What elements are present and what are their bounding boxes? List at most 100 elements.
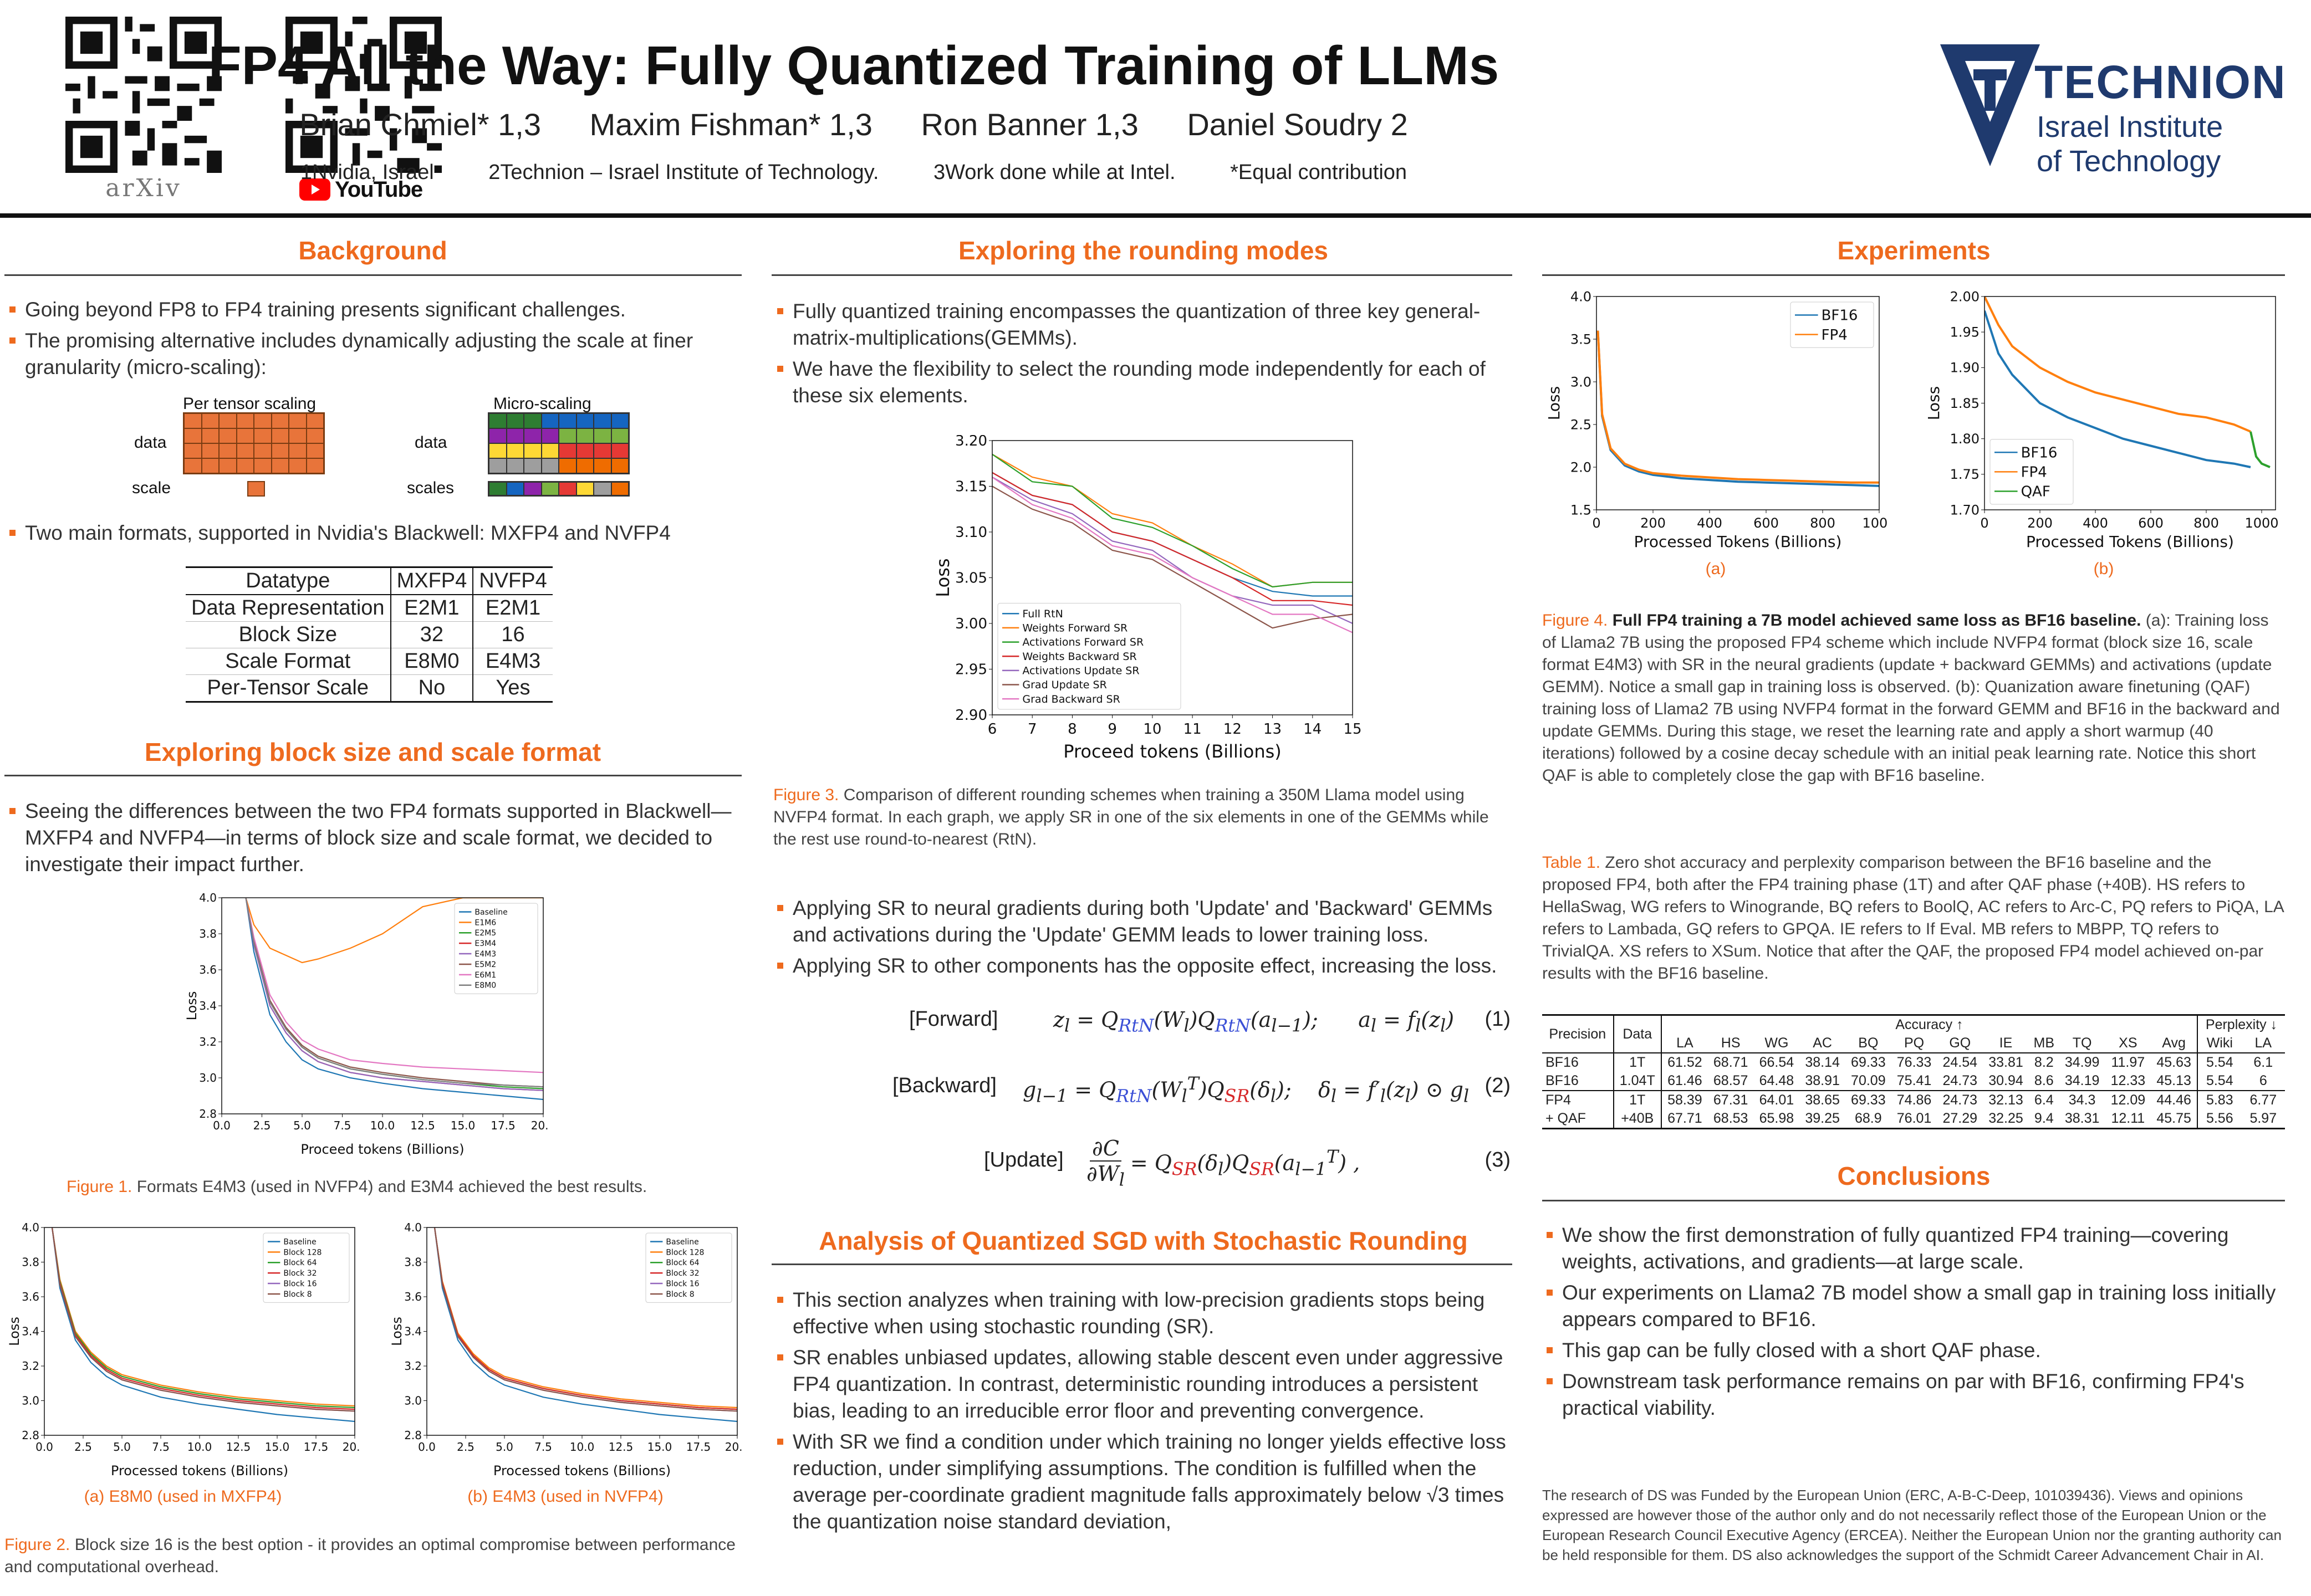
table-cell: 12.33 <box>2110 1073 2146 1088</box>
x-tick-label: 12 <box>1223 721 1242 738</box>
table-row: Block Size 32 16 <box>186 621 553 648</box>
x-tick-label: 5.0 <box>496 1440 513 1454</box>
list-item: With SR we find a condition under which … <box>776 1429 1519 1535</box>
grid-cell <box>236 458 254 473</box>
x-tick-label: 15.0 <box>265 1440 290 1454</box>
series-line <box>1984 310 2251 468</box>
x-tick-label: 200 <box>1640 515 1666 531</box>
list-item: Fully quantized training encompasses the… <box>776 298 1516 351</box>
y-tick-label: 2.00 <box>1950 291 1980 304</box>
table-cell: 45.75 <box>2151 1109 2198 1129</box>
table-cell: 70.09 <box>1851 1073 1886 1088</box>
y-tick-label: 3.0 <box>199 1071 217 1085</box>
y-tick-label: 3.8 <box>22 1256 39 1269</box>
y-tick-label: 1.5 <box>1570 502 1591 518</box>
y-tick-label: 3.4 <box>404 1325 422 1338</box>
figure2a-subcaption: (a) E8M0 (used in MXFP4) <box>84 1487 282 1506</box>
grid-cell <box>184 443 202 458</box>
technion-name: TECHNION <box>2034 56 2287 108</box>
grid-cell <box>306 443 324 458</box>
x-tick-label: 14 <box>1303 721 1322 738</box>
scales-label: scales <box>407 479 455 497</box>
x-tick-label: 1000 <box>1862 515 1887 531</box>
grid-cell <box>541 413 559 428</box>
legend-box <box>263 1232 350 1303</box>
table-cell: 6.1 <box>2253 1055 2273 1070</box>
grid-cell <box>271 413 289 428</box>
table-cell: 5.56 <box>2206 1111 2233 1126</box>
youtube-play-icon <box>299 178 330 201</box>
plot-area <box>992 453 1353 633</box>
technion-logo: TECHNION Israel Institute of Technology <box>1935 39 2289 183</box>
x-tick-label: 200 <box>2027 515 2053 531</box>
legend-label: Block 8 <box>283 1290 312 1299</box>
x-tick-label: 5.0 <box>293 1119 311 1132</box>
scale-cell <box>541 482 559 495</box>
x-tick-label: 6 <box>988 721 997 738</box>
list-item: SR enables unbiased updates, allowing st… <box>776 1344 1519 1424</box>
scale-cell <box>576 482 594 495</box>
series-line <box>245 898 543 1101</box>
x-tick-label: 20.0 <box>343 1440 360 1454</box>
figure4b-chart: 0 200 400 600 800 1000 1.70 1.75 1.80 1.85 1.90 1.9… <box>1925 291 2279 551</box>
legend-label: Block 64 <box>666 1259 699 1267</box>
grid-cell <box>611 458 629 473</box>
grid-cell <box>271 428 289 443</box>
micro-label: Micro-scaling <box>493 395 591 413</box>
grid-cell <box>201 443 219 458</box>
legend-label: Weights Forward SR <box>1022 622 1128 635</box>
background-bullets-2: Two main formats, supported in Nvidia's … <box>8 520 740 551</box>
table-header: TQ <box>2072 1035 2092 1051</box>
caption-text: Comparison of different rounding schemes… <box>773 786 1489 848</box>
micro-data-label: data <box>415 433 447 452</box>
grid-cell <box>254 413 272 428</box>
section-rule <box>772 1264 1512 1265</box>
series-line <box>992 472 1353 606</box>
table-cell: 64.01 <box>1759 1092 1794 1108</box>
table-header: XS <box>2119 1035 2137 1051</box>
figure1-caption: Figure 1. Formats E4M3 (used in NVFP4) a… <box>67 1176 732 1198</box>
figure-label: Figure 3. <box>773 786 839 804</box>
scale-cell <box>524 482 542 495</box>
table-header: LA <box>1676 1035 1693 1051</box>
per-tensor-label: Per tensor scaling <box>183 395 317 413</box>
table-row: Per-Tensor Scale No Yes <box>186 674 553 703</box>
section-title-background: Background <box>298 236 447 265</box>
table-cell: 5.54 <box>2206 1055 2233 1070</box>
plot-area <box>245 898 543 1101</box>
list-item: Our experiments on Llama2 7B model show … <box>1545 1280 2286 1333</box>
analysis-bullets: This section analyzes when training with… <box>776 1287 1519 1539</box>
table-cell: 68.9 <box>1854 1111 1882 1126</box>
legend-label: E2M5 <box>475 929 496 938</box>
y-axis-label: Loss <box>932 558 953 597</box>
grid-cell <box>576 443 594 458</box>
table-cell: FP4 <box>1542 1091 1614 1109</box>
table-cell: + QAF <box>1542 1109 1614 1129</box>
table-cell: 34.3 <box>2068 1092 2096 1108</box>
list-item: Downstream task performance remains on p… <box>1545 1368 2286 1421</box>
y-axis-label: Loss <box>184 991 200 1021</box>
grid-cell <box>289 428 307 443</box>
arxiv-label: arXiv <box>105 174 182 202</box>
grid-cell <box>524 458 542 473</box>
table-cell: 34.99 <box>2064 1055 2100 1070</box>
grid-cell <box>506 413 524 428</box>
table-cell: 65.98 <box>1759 1111 1794 1126</box>
table-cell: 38.91 <box>1805 1073 1840 1088</box>
table-cell: 12.11 <box>2111 1111 2145 1126</box>
equation-number: (3) <box>1484 1148 1511 1172</box>
youtube-qr-code[interactable] <box>285 17 442 173</box>
grid-cell <box>219 428 237 443</box>
y-tick-label: 2.5 <box>1570 417 1591 432</box>
y-tick-label: 2.90 <box>955 707 987 724</box>
list-item: Seeing the differences between the two F… <box>8 798 740 878</box>
x-tick-label: 12.5 <box>226 1440 251 1454</box>
affiliation: 2Technion – Israel Institute of Technolo… <box>488 161 879 184</box>
arxiv-qr-code[interactable] <box>65 17 222 173</box>
table-cell: 67.71 <box>1667 1111 1702 1126</box>
figure-label: Figure 1. <box>67 1178 132 1196</box>
plot-area <box>51 1227 355 1423</box>
grid-cell <box>576 458 594 473</box>
table-cell: 33.81 <box>1988 1055 2023 1070</box>
table-cell: 16 <box>472 621 553 648</box>
